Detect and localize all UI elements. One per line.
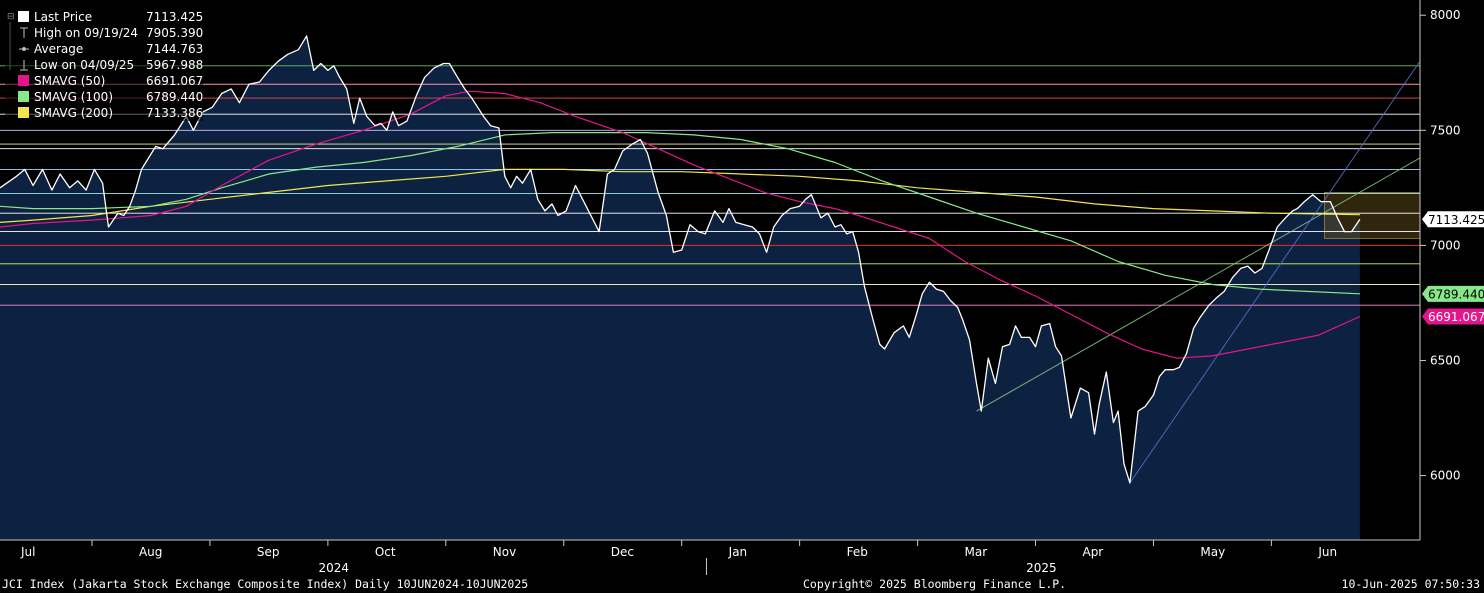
x-tick-label: Nov: [493, 545, 516, 559]
legend-item-low: Low on 04/09/25 5967.988: [20, 58, 203, 72]
low-marker-icon: [20, 60, 28, 71]
price-area-layer: [0, 35, 1360, 541]
price-line: [0, 35, 1361, 484]
sma-line-50: [0, 90, 1361, 359]
legend-value: 7905.390: [146, 26, 203, 40]
x-tick-label: May: [1200, 545, 1225, 559]
highlight-box: [1324, 192, 1421, 239]
x-tick-label: Jul: [20, 545, 35, 559]
footer-center: Copyright© 2025 Bloomberg Finance L.P.: [803, 577, 1066, 591]
trend-line: [1129, 60, 1421, 484]
right-value-label: 7113.425: [1422, 211, 1484, 228]
axis-layer: 6000 6500 7000 7500 8000 Jul Aug Sep Oct Nov Dec Ja…: [0, 0, 1484, 575]
price-area: [0, 35, 1360, 541]
year-label: 2025: [1026, 561, 1057, 575]
right-value-text: 6789.440: [1428, 287, 1484, 301]
legend-item-average: Average 7144.763: [19, 42, 203, 56]
legend-item-sma200: SMAVG (200) 7133.386: [18, 106, 203, 120]
x-tick-label: Aug: [139, 545, 162, 559]
legend-layer: ⊟ Last Price 7113.425 High on 09/19/24 7905.…: [5, 7, 203, 121]
right-value-label: 6691.067: [1422, 308, 1484, 325]
y-tick-label: 6000: [1430, 469, 1461, 483]
legend-label: Last Price: [34, 10, 92, 24]
legend-item-last_price: Last Price 7113.425: [18, 10, 203, 24]
average-marker-dot: [22, 47, 26, 51]
footer-left: JCI Index (Jakarta Stock Exchange Compos…: [2, 577, 528, 591]
legend-item-sma100: SMAVG (100) 6789.440: [18, 90, 203, 104]
series-layer: [0, 35, 1361, 484]
x-tick-label: Feb: [847, 545, 868, 559]
legend-swatch: [18, 107, 29, 118]
legend-value: 6691.067: [146, 74, 203, 88]
x-tick-label: Oct: [375, 545, 396, 559]
legend-value: 5967.988: [146, 58, 203, 72]
legend-item-high: High on 09/19/24 7905.390: [20, 26, 203, 40]
legend-swatch: [18, 75, 29, 86]
legend-value: 7144.763: [146, 42, 203, 56]
footer-right: 10-Jun-2025 07:50:33: [1342, 577, 1481, 591]
trend-line: [976, 157, 1421, 412]
y-tick-label: 6500: [1430, 353, 1461, 367]
legend-label: Average: [34, 42, 83, 56]
horizontal-lines-layer: [0, 65, 1420, 306]
legend-label: Low on 04/09/25: [34, 58, 134, 72]
legend-value: 7113.425: [146, 10, 203, 24]
footer-layer: JCI Index (Jakarta Stock Exchange Compos…: [2, 577, 1480, 591]
legend-label: SMAVG (200): [34, 106, 113, 120]
trend-lines-layer: [976, 60, 1421, 484]
y-tick-label: 7500: [1430, 123, 1461, 137]
legend-value: 6789.440: [146, 90, 203, 104]
right-value-label: 6789.440: [1422, 285, 1484, 302]
legend-swatch: [18, 11, 29, 22]
high-marker-icon: [20, 27, 28, 38]
legend-background: [5, 7, 203, 121]
legend-swatch: [18, 91, 29, 102]
highlight-layer: [1324, 192, 1421, 239]
sma-line-100: [0, 132, 1360, 295]
x-tick-label: Sep: [257, 545, 280, 559]
legend-label: High on 09/19/24: [34, 26, 138, 40]
x-tick-label: Dec: [611, 545, 634, 559]
x-tick-label: Mar: [965, 545, 988, 559]
legend-value: 7133.386: [146, 106, 203, 120]
x-tick-label: Jun: [1317, 545, 1337, 559]
x-tick-label: Apr: [1082, 545, 1103, 559]
legend-item-sma50: SMAVG (50) 6691.067: [18, 74, 203, 88]
legend-label: SMAVG (100): [34, 90, 113, 104]
x-tick-label: Jan: [728, 545, 748, 559]
right-value-text: 6691.067: [1428, 310, 1484, 324]
legend-label: SMAVG (50): [34, 74, 105, 88]
y-tick-label: 8000: [1430, 8, 1461, 22]
year-label: 2024: [318, 561, 349, 575]
right-value-text: 7113.425: [1428, 213, 1484, 227]
y-tick-label: 7000: [1430, 238, 1461, 252]
legend-collapse-icon[interactable]: ⊟: [7, 12, 15, 22]
